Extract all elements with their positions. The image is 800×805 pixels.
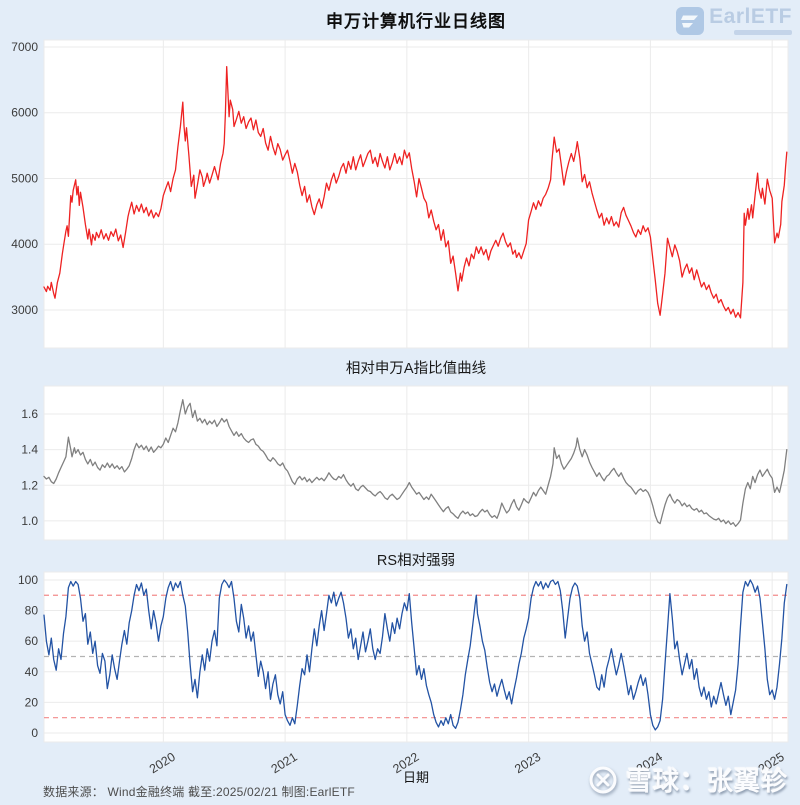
y-tick-label: 1.0 <box>21 514 38 528</box>
rs-panel-title: RS相对强弱 <box>376 553 456 569</box>
xueqiu-watermark: 雪球：张翼轸 <box>587 761 788 798</box>
page-title: 申万计算机行业日线图 <box>326 12 506 31</box>
y-tick-label: 1.2 <box>21 478 38 492</box>
y-tick-label: 5000 <box>11 171 38 185</box>
y-tick-label: 60 <box>25 634 39 648</box>
plot-area <box>44 386 788 540</box>
xueqiu-snowball-icon <box>589 766 617 793</box>
y-tick-label: 1.6 <box>21 407 38 421</box>
y-tick-label: 3000 <box>11 303 38 317</box>
earletf-logo-tagline-strip <box>734 30 792 35</box>
y-tick-label: 1.4 <box>21 443 38 457</box>
ratio-panel-title: 相对申万A指比值曲线 <box>345 361 487 377</box>
earletf-logo-text: EarlETF <box>709 5 792 28</box>
earletf-logo-text-block: EarlETF <box>709 6 792 35</box>
series-line <box>43 399 788 527</box>
plot-border <box>43 39 789 349</box>
x-axis-label: 日期 <box>402 770 429 785</box>
series-line <box>43 579 788 731</box>
series-line <box>43 66 788 319</box>
plot-border <box>43 385 789 541</box>
earletf-logo-icon <box>676 7 705 35</box>
y-tick-label: 7000 <box>11 40 38 54</box>
xueqiu-watermark-text: 雪球：张翼轸 <box>625 766 788 796</box>
y-tick-label: 0 <box>31 726 38 740</box>
y-tick-label: 40 <box>25 665 39 679</box>
y-tick-label: 4000 <box>11 237 38 251</box>
y-tick-label: 100 <box>18 573 38 587</box>
y-tick-label: 80 <box>25 604 39 618</box>
data-source-note: 数据来源： Wind金融终端 截至:2025/02/21 制图:EarlETF <box>43 785 355 799</box>
earletf-logo: EarlETF <box>675 6 792 36</box>
y-tick-label: 20 <box>25 695 39 709</box>
y-tick-label: 6000 <box>11 106 38 120</box>
